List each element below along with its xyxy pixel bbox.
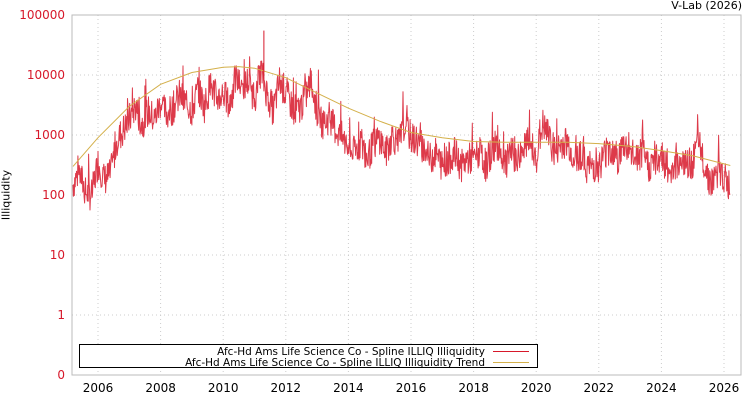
x-tick-label: 2008 <box>145 381 176 395</box>
y-tick-label: 0 <box>57 368 65 382</box>
x-tick-label: 2024 <box>646 381 677 395</box>
x-tick-label: 2020 <box>521 381 552 395</box>
chart-credit: V-Lab (2026) <box>671 0 742 12</box>
y-axis-label-text: Illiquidity <box>0 169 13 221</box>
x-tick-label: 2012 <box>271 381 302 395</box>
x-tick-label: 2016 <box>396 381 427 395</box>
y-tick-label: 100 <box>42 188 65 202</box>
x-tick-label: 2022 <box>584 381 615 395</box>
x-axis-tick-labels: 2006 2008 2010 2012 2014 2016 2018 2020 2022 2024… <box>83 381 740 395</box>
legend-label: Afc-Hd Ams Life Science Co - Spline ILLI… <box>217 345 485 358</box>
legend-swatch-gold <box>493 362 529 363</box>
x-tick-label: 2014 <box>333 381 364 395</box>
legend-swatch-red <box>493 351 529 352</box>
illiquidity-trend-line <box>72 66 731 167</box>
y-tick-label: 1 <box>57 308 65 322</box>
legend-item-illiquidity: Afc-Hd Ams Life Science Co - Spline ILLI… <box>217 345 529 358</box>
illiquidity-series-line <box>72 56 731 211</box>
axes <box>71 14 742 376</box>
grid-lines <box>72 15 741 375</box>
y-tick-label: 10000 <box>27 68 65 82</box>
y-tick-label: 100000 <box>19 8 65 22</box>
x-tick-label: 2010 <box>208 381 239 395</box>
y-tick-label: 10 <box>50 248 65 262</box>
x-tick-label: 2006 <box>83 381 114 395</box>
y-tick-label: 1000 <box>34 128 65 142</box>
x-tick-label: 2026 <box>709 381 740 395</box>
x-tick-label: 2018 <box>458 381 489 395</box>
chart-legend: Afc-Hd Ams Life Science Co - Spline ILLI… <box>79 344 538 369</box>
legend-item-trend: Afc-Hd Ams Life Science Co - Spline ILLI… <box>185 356 529 369</box>
legend-label: Afc-Hd Ams Life Science Co - Spline ILLI… <box>185 356 485 369</box>
